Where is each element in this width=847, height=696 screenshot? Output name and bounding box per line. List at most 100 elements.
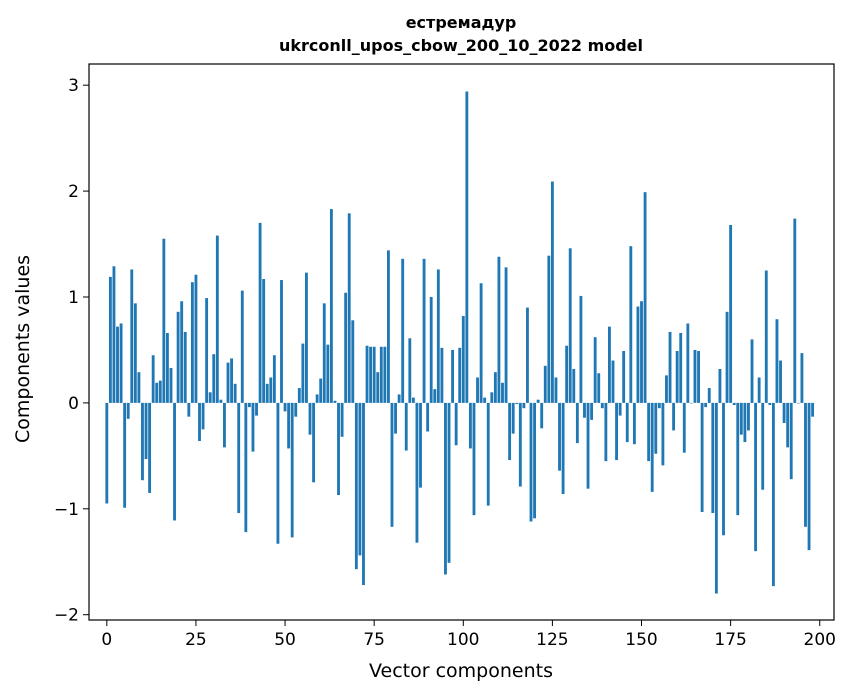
bar-component-108 [490,392,494,403]
bar-component-164 [689,402,693,404]
bar-component-106 [483,397,487,403]
bar-component-95 [444,402,447,575]
bar-component-3 [116,326,119,403]
bar-component-157 [665,375,668,403]
bar-component-127 [558,402,561,471]
bar-component-188 [775,319,779,403]
bar-component-91 [429,296,433,403]
bar-component-87 [415,402,419,543]
bar-component-67 [344,292,348,403]
bar-component-169 [707,388,711,403]
bar-component-31 [215,235,219,403]
bar-component-90 [426,402,430,432]
bar-component-105 [479,283,483,403]
bar-component-64 [333,400,337,403]
bar-component-29 [208,392,212,403]
bar-component-7 [130,269,134,403]
bar-component-141 [608,326,611,403]
bar-component-101 [465,91,469,403]
bar-component-47 [272,355,276,403]
bar-component-54 [297,388,301,403]
bar-component-193 [793,218,797,403]
y-tick-label: −1 [54,500,79,520]
bar-component-150 [640,301,643,403]
bar-component-52 [290,402,294,538]
bar-component-177 [736,402,740,516]
bar-component-17 [165,332,169,403]
bar-component-56 [305,272,308,403]
bar-component-116 [518,402,522,487]
x-tick-label: 25 [185,630,207,650]
bar-component-11 [144,402,148,460]
bar-component-149 [636,306,640,403]
y-tick-label: 3 [68,76,79,96]
bar-component-119 [529,402,533,522]
bar-component-115 [515,402,519,404]
bar-component-18 [169,367,173,403]
bar-component-16 [162,238,166,403]
bar-component-191 [786,402,790,448]
bar-component-41 [251,402,255,452]
bar-component-148 [632,402,636,445]
y-axis-label: Components values [12,255,34,443]
bar-component-162 [682,402,686,453]
bar-component-55 [301,343,305,403]
bar-component-104 [476,377,479,403]
bar-component-136 [590,402,594,420]
bar-component-40 [247,402,251,408]
bar-component-32 [219,399,223,403]
bar-component-173 [722,402,725,536]
bar-component-96 [447,402,451,563]
bar-component-39 [244,402,248,533]
x-tick-label: 200 [804,630,836,650]
bar-component-38 [240,290,244,403]
bar-component-86 [411,397,415,403]
y-axis-ticks: −2 −1 0 1 2 3 [54,76,89,626]
y-tick-label: −2 [54,606,79,626]
bar-component-2 [112,266,116,403]
y-tick-label: 2 [68,182,79,202]
bar-component-156 [661,402,665,466]
bar-component-155 [657,402,661,409]
bar-component-152 [647,402,651,462]
bar-component-21 [180,301,184,403]
bar-component-0 [105,402,109,504]
bar-component-120 [533,402,536,519]
x-tick-label: 50 [274,630,296,650]
bar-component-50 [283,402,287,412]
bar-component-174 [725,311,729,403]
bar-component-183 [757,377,761,403]
bar-component-85 [408,338,412,403]
bar-component-165 [693,349,697,403]
bar-component-170 [711,402,715,514]
bar-component-137 [593,337,597,403]
bar-component-197 [807,402,811,551]
bar-component-168 [704,402,708,408]
bar-component-189 [779,360,782,403]
bar-component-36 [233,383,237,403]
bar-component-33 [223,402,226,448]
bar-component-77 [379,346,383,403]
bar-component-80 [390,402,394,527]
bar-component-92 [433,389,437,403]
bar-component-63 [329,209,333,403]
bar-component-99 [458,347,462,403]
bar-component-126 [554,377,558,403]
bar-component-133 [579,295,583,403]
chart-subtitle: ukrconll_upos_cbow_200_10_2022 model [279,36,643,55]
bar-component-60 [319,378,323,403]
bar-component-111 [501,382,504,403]
bar-component-58 [312,402,315,483]
bar-component-192 [789,402,793,480]
bar-component-23 [187,402,191,417]
bar-component-73 [365,345,369,403]
bar-component-15 [158,380,162,403]
bar-component-43 [258,222,262,403]
chart-title: естремадур [406,13,517,32]
bar-component-161 [679,332,683,403]
bar-component-122 [540,402,544,429]
bar-component-68 [347,213,351,403]
bar-component-83 [401,258,405,403]
bar-component-187 [771,402,775,587]
